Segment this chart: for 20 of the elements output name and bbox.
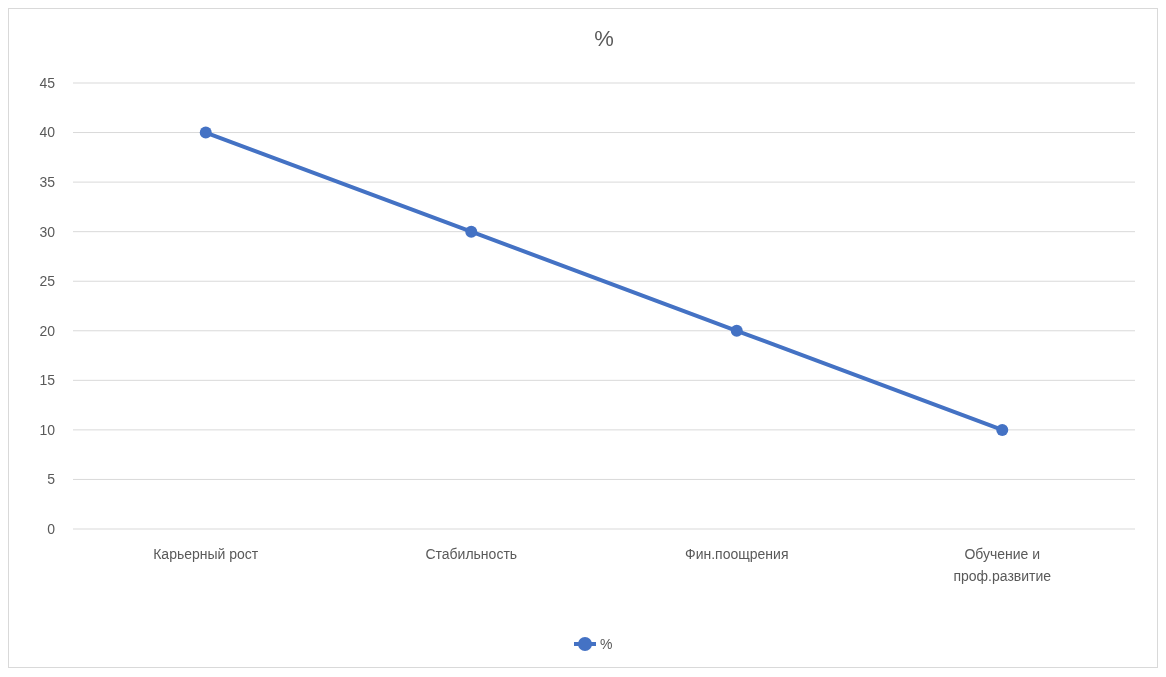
legend-label: % xyxy=(600,635,613,652)
point xyxy=(996,423,1009,436)
y-tick-label: 15 xyxy=(39,372,56,389)
y-tick-label: 30 xyxy=(39,223,56,240)
chart-title: % xyxy=(594,26,614,51)
y-tick-label: 10 xyxy=(39,421,56,438)
y-tick-label: 45 xyxy=(39,74,56,91)
y-tick-label: 20 xyxy=(39,322,56,339)
y-tick-label: 40 xyxy=(39,124,56,141)
y-tick-label: 35 xyxy=(39,174,56,191)
point xyxy=(465,225,478,238)
y-tick-label: 25 xyxy=(39,273,56,290)
x-tick-label: Фин.поощрения xyxy=(685,546,789,562)
x-tick-label: Обучение и проф.развитие xyxy=(953,546,1052,584)
y-tick-label: 0 xyxy=(47,520,56,537)
point xyxy=(730,324,743,337)
x-tick-label: Стабильность xyxy=(425,546,518,562)
x-tick-label: Карьерный рост xyxy=(153,546,259,562)
point xyxy=(199,126,212,139)
y-tick-label: 5 xyxy=(47,471,56,488)
